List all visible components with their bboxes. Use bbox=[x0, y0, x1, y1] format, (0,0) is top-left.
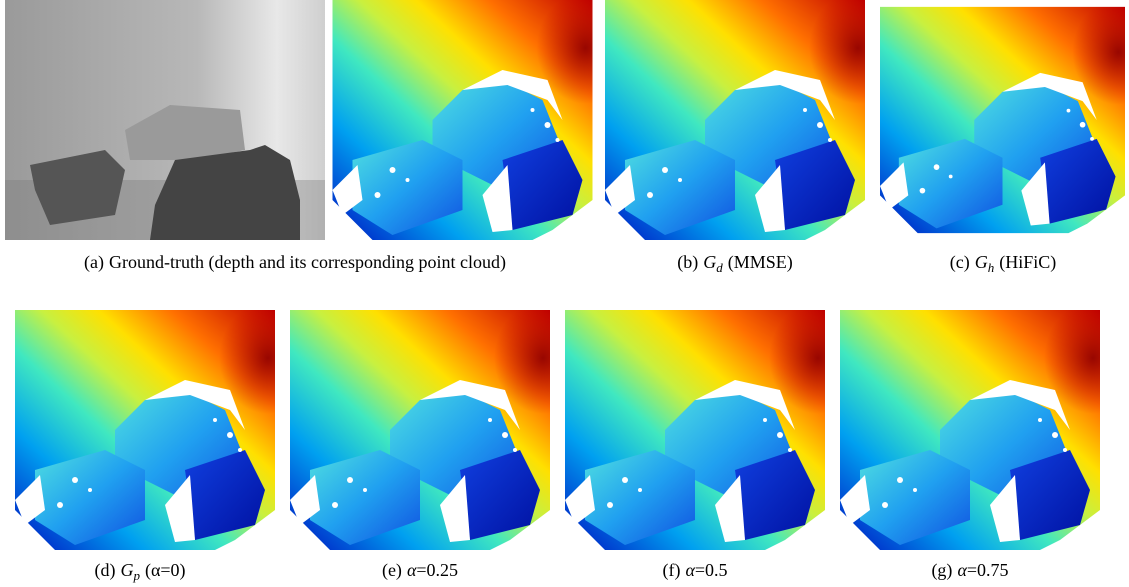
caption: (e)α=0.25 bbox=[382, 560, 458, 581]
point-cloud-image bbox=[840, 310, 1100, 550]
caption-text: (MMSE) bbox=[728, 252, 793, 273]
caption-sub: h bbox=[988, 260, 995, 275]
caption-text: Ground-truth (depth and its correspondin… bbox=[109, 252, 506, 273]
caption-text: (α=0) bbox=[145, 560, 186, 581]
caption-text: =0.25 bbox=[416, 560, 458, 580]
caption: (g)α=0.75 bbox=[931, 560, 1008, 581]
caption-label: (a) bbox=[84, 252, 104, 273]
point-cloud-image bbox=[565, 310, 825, 550]
depth-image bbox=[5, 0, 325, 240]
point-cloud-image bbox=[15, 310, 275, 550]
caption-label: (g) bbox=[931, 560, 952, 581]
point-cloud-image bbox=[333, 0, 593, 240]
point-cloud-image bbox=[880, 7, 1125, 233]
caption-text: =0.75 bbox=[967, 560, 1009, 580]
caption: (b)Gd (MMSE) bbox=[677, 252, 793, 275]
caption-sub: p bbox=[132, 568, 140, 583]
caption-symbol: G bbox=[975, 252, 988, 272]
figure: (a)Ground-truth (depth and its correspon… bbox=[0, 0, 1129, 587]
caption: (c)Gh (HiFiC) bbox=[950, 252, 1057, 275]
point-cloud-image bbox=[290, 310, 550, 550]
caption-label: (f) bbox=[662, 560, 680, 581]
caption-sub: d bbox=[716, 260, 723, 275]
caption-text: (HiFiC) bbox=[999, 252, 1056, 273]
caption-label: (e) bbox=[382, 560, 402, 581]
caption: (a)Ground-truth (depth and its correspon… bbox=[84, 252, 506, 273]
caption-label: (d) bbox=[94, 560, 115, 581]
caption-symbol: G bbox=[703, 252, 716, 272]
caption: (d)Gp (α=0) bbox=[94, 560, 185, 583]
caption-label: (c) bbox=[950, 252, 970, 273]
point-cloud-image bbox=[605, 0, 865, 240]
caption-symbol: G bbox=[120, 560, 133, 580]
caption: (f)α=0.5 bbox=[662, 560, 727, 581]
caption-text: =0.5 bbox=[695, 560, 728, 580]
caption-label: (b) bbox=[677, 252, 698, 273]
